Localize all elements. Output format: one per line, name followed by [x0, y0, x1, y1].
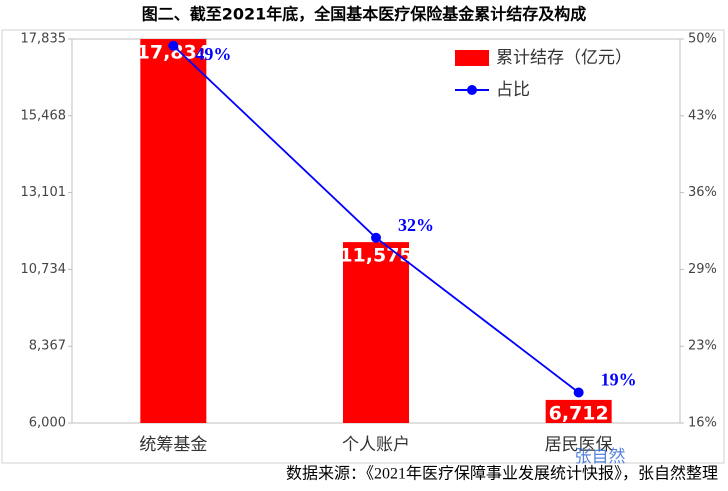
- y2-tick-label: 50%: [688, 32, 717, 47]
- x-tick-label: 统筹基金: [139, 435, 207, 455]
- legend-swatch: [455, 50, 489, 66]
- y-tick-label: 6,000: [29, 416, 66, 431]
- source-note: 数据来源：《2021年医疗保障事业发展统计快报》，张自然整理: [286, 465, 718, 483]
- legend-swatch: [467, 85, 477, 95]
- y-tick-label: 8,367: [29, 339, 66, 354]
- line-value-label: 19%: [601, 370, 637, 390]
- chart-title: 图二、截至2021年底，全国基本医疗保险基金累计结存及构成: [142, 5, 587, 24]
- bar-value-label: 11,575: [339, 245, 412, 267]
- y2-tick-label: 16%: [688, 416, 717, 431]
- line-point: [168, 40, 179, 51]
- legend-label: 占比: [496, 80, 530, 100]
- bar-value-label: 6,712: [549, 402, 609, 424]
- y2-tick-label: 36%: [688, 185, 717, 200]
- line-point: [573, 387, 584, 398]
- bar: [140, 39, 207, 424]
- bar-value-label: 17,834: [137, 42, 210, 64]
- y2-tick-label: 43%: [688, 108, 717, 123]
- bar: [343, 242, 409, 423]
- line-point: [371, 232, 381, 243]
- y2-tick-label: 23%: [688, 339, 717, 354]
- bar: [545, 399, 612, 423]
- y2-tick-label: 29%: [688, 262, 717, 277]
- y-tick-label: 15,468: [21, 108, 67, 123]
- y-tick-label: 10,734: [21, 262, 67, 277]
- line-value-label: 32%: [398, 215, 434, 235]
- x-tick-label: 个人账户: [342, 435, 410, 455]
- legend-label: 累计结存（亿元）: [496, 48, 632, 68]
- watermark: 张自然: [575, 447, 626, 467]
- line-value-label: 49%: [195, 44, 231, 64]
- y-tick-label: 17,835: [21, 32, 67, 47]
- frame: [1, 29, 725, 464]
- x-tick-label: 居民医保: [545, 435, 613, 455]
- y-tick-label: 13,101: [21, 185, 67, 200]
